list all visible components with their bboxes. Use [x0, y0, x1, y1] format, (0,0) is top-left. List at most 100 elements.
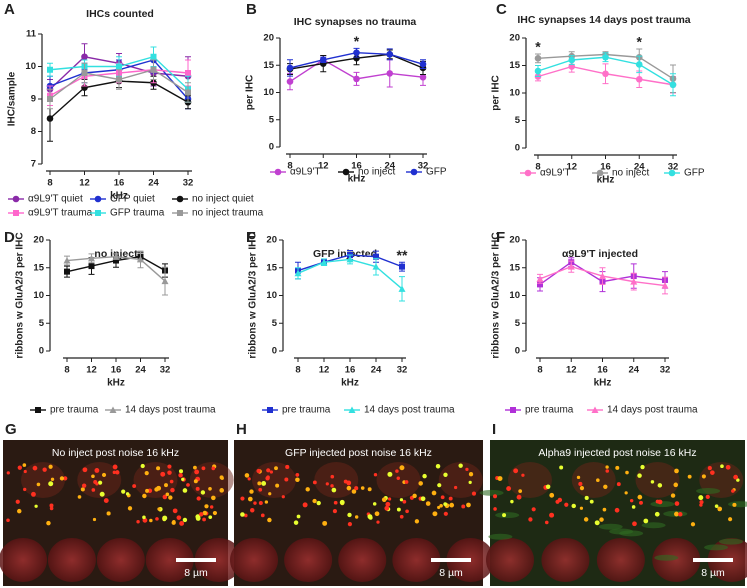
x-tick-label: 32	[160, 365, 171, 376]
cell	[284, 538, 333, 582]
puncta	[655, 499, 660, 504]
legend-label: GFP trauma	[110, 208, 165, 219]
puncta	[48, 481, 54, 487]
puncta	[395, 469, 399, 473]
puncta	[285, 464, 290, 470]
legend-label: 14 days post trauma	[607, 405, 698, 416]
puncta	[240, 496, 245, 501]
puncta	[101, 472, 107, 478]
puncta	[312, 498, 317, 504]
puncta	[244, 473, 250, 478]
panel-label: G	[5, 421, 17, 438]
puncta	[698, 495, 704, 501]
y-tick-label: 9	[31, 94, 36, 105]
panel-label: H	[236, 421, 247, 438]
puncta	[170, 487, 175, 493]
marker	[286, 64, 294, 72]
puncta	[63, 476, 68, 481]
marker	[81, 53, 88, 61]
puncta	[208, 515, 213, 520]
puncta	[31, 491, 36, 497]
legend-marker	[176, 195, 184, 203]
y-tick-label: 11	[26, 29, 37, 40]
puncta	[267, 517, 272, 523]
puncta	[650, 480, 655, 484]
puncta	[202, 517, 206, 522]
puncta	[261, 481, 267, 486]
y-tick-label: 0	[269, 142, 274, 153]
chart-title: IHC synapses no trauma	[294, 16, 417, 28]
marker	[112, 253, 120, 260]
cell	[194, 538, 243, 582]
puncta	[339, 499, 345, 505]
puncta	[77, 495, 82, 499]
puncta	[95, 482, 99, 486]
y-axis-label: ribbons w GluA2/3 per IHC	[15, 232, 26, 358]
puncta	[705, 494, 710, 499]
legend-label: α9L9'T trauma	[28, 208, 93, 219]
puncta	[136, 520, 140, 524]
puncta	[690, 522, 696, 527]
puncta	[733, 474, 739, 480]
puncta	[465, 467, 469, 471]
x-tick-label: 12	[79, 178, 90, 189]
legend-label: no inject	[612, 168, 649, 179]
puncta	[614, 507, 620, 513]
scale-bar	[693, 558, 733, 562]
puncta	[295, 473, 300, 477]
fiber	[598, 523, 623, 530]
puncta	[518, 489, 523, 493]
puncta	[432, 511, 438, 517]
puncta	[49, 506, 54, 511]
puncta	[265, 476, 270, 481]
x-axis-label: kHz	[597, 175, 615, 186]
panel-label: F	[496, 229, 505, 246]
marker	[286, 78, 294, 85]
cell	[438, 462, 483, 498]
scale-bar	[176, 558, 216, 562]
chart-title: α9L9'T injected	[562, 248, 638, 260]
marker	[294, 269, 302, 277]
puncta	[354, 486, 359, 491]
puncta	[199, 512, 204, 517]
puncta	[714, 504, 719, 508]
legend-label: 14 days post trauma	[125, 405, 216, 416]
fiber	[704, 544, 729, 551]
puncta	[346, 485, 352, 491]
puncta	[640, 464, 645, 470]
puncta	[332, 509, 338, 514]
marker	[81, 70, 88, 76]
legend-marker	[591, 406, 599, 413]
legend-marker	[13, 210, 19, 216]
puncta	[384, 505, 390, 511]
puncta	[545, 484, 551, 489]
cell	[47, 538, 96, 582]
image-caption: Alpha9 injected post noise 16 kHz	[538, 447, 696, 459]
y-tick-label: 5	[515, 318, 521, 329]
x-tick-label: 16	[600, 162, 611, 173]
fiber	[609, 528, 634, 535]
puncta	[396, 507, 401, 512]
panel-label: I	[492, 421, 496, 438]
marker	[46, 115, 54, 122]
puncta	[674, 511, 679, 517]
puncta	[167, 464, 172, 469]
puncta	[6, 518, 10, 523]
puncta	[115, 470, 120, 475]
puncta	[516, 494, 522, 500]
puncta	[98, 480, 103, 485]
x-tick-label: 16	[597, 365, 608, 376]
chart-title: IHC synapses 14 days post trauma	[517, 14, 690, 26]
puncta	[281, 495, 285, 499]
puncta	[625, 470, 629, 475]
legend-label: no inject quiet	[192, 194, 254, 205]
marker	[88, 263, 95, 270]
marker	[669, 81, 677, 89]
puncta	[731, 489, 735, 493]
puncta	[6, 471, 10, 475]
puncta	[112, 470, 116, 474]
puncta	[437, 483, 442, 488]
y-tick-label: 5	[39, 318, 45, 329]
puncta	[247, 496, 253, 502]
